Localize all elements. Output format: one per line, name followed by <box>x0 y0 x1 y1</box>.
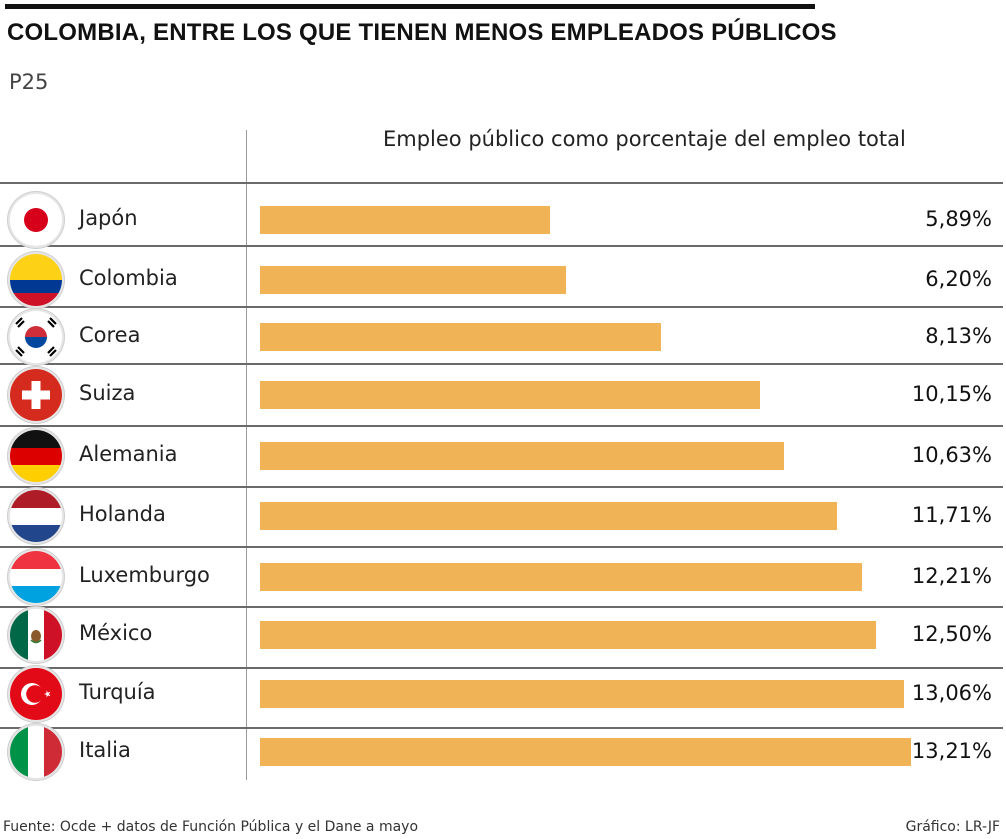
bar <box>260 266 566 294</box>
credit-note: Gráfico: LR-JF <box>905 819 1000 835</box>
row-separator <box>0 425 1003 427</box>
value-label: 6,20% <box>925 267 992 291</box>
country-label: Japón <box>79 206 138 230</box>
value-label: 12,50% <box>911 622 992 646</box>
germany-flag-icon <box>10 430 62 482</box>
row-separator <box>0 486 1003 488</box>
switzerland-flag-icon <box>10 369 62 421</box>
bar <box>260 680 904 708</box>
value-label: 11,71% <box>911 503 992 527</box>
country-label: Alemania <box>79 442 178 466</box>
bar <box>260 563 862 591</box>
row-separator <box>0 546 1003 548</box>
country-label: Suiza <box>79 381 136 405</box>
value-label: 8,13% <box>925 324 992 348</box>
bar <box>260 442 784 470</box>
column-divider <box>246 130 247 780</box>
bar <box>260 502 837 530</box>
chart-header: Empleo público como porcentaje del emple… <box>383 127 906 151</box>
row-separator <box>0 306 1003 308</box>
mexico-flag-icon <box>10 609 62 661</box>
turkey-flag-icon <box>10 668 62 720</box>
row-separator <box>0 606 1003 608</box>
colombia-flag-icon <box>10 254 62 306</box>
bar <box>260 738 911 766</box>
country-label: México <box>79 621 153 645</box>
luxembourg-flag-icon <box>10 551 62 603</box>
value-label: 12,21% <box>911 564 992 588</box>
row-separator <box>0 363 1003 365</box>
chart-title: COLOMBIA, ENTRE LOS QUE TIENEN MENOS EMP… <box>7 19 837 46</box>
top-rule <box>5 4 815 9</box>
bar <box>260 323 661 351</box>
row-separator <box>0 182 1003 184</box>
korea-flag-icon <box>10 311 62 363</box>
value-label: 10,15% <box>911 382 992 406</box>
country-label: Colombia <box>79 266 178 290</box>
value-label: 13,21% <box>911 739 992 763</box>
bar <box>260 621 876 649</box>
bar <box>260 206 550 234</box>
source-note: Fuente: Ocde + datos de Función Pública … <box>3 819 419 835</box>
chart-subtitle: P25 <box>9 70 49 94</box>
country-label: Luxemburgo <box>79 563 210 587</box>
row-separator <box>0 667 1003 669</box>
value-label: 10,63% <box>911 443 992 467</box>
netherlands-flag-icon <box>10 490 62 542</box>
country-label: Corea <box>79 323 141 347</box>
bar <box>260 381 760 409</box>
value-label: 13,06% <box>911 681 992 705</box>
country-label: Holanda <box>79 502 166 526</box>
japan-flag-icon <box>10 194 62 246</box>
row-separator <box>0 245 1003 247</box>
value-label: 5,89% <box>925 207 992 231</box>
country-label: Italia <box>79 738 131 762</box>
row-separator <box>0 727 1003 729</box>
country-label: Turquía <box>79 680 156 704</box>
italy-flag-icon <box>10 726 62 778</box>
